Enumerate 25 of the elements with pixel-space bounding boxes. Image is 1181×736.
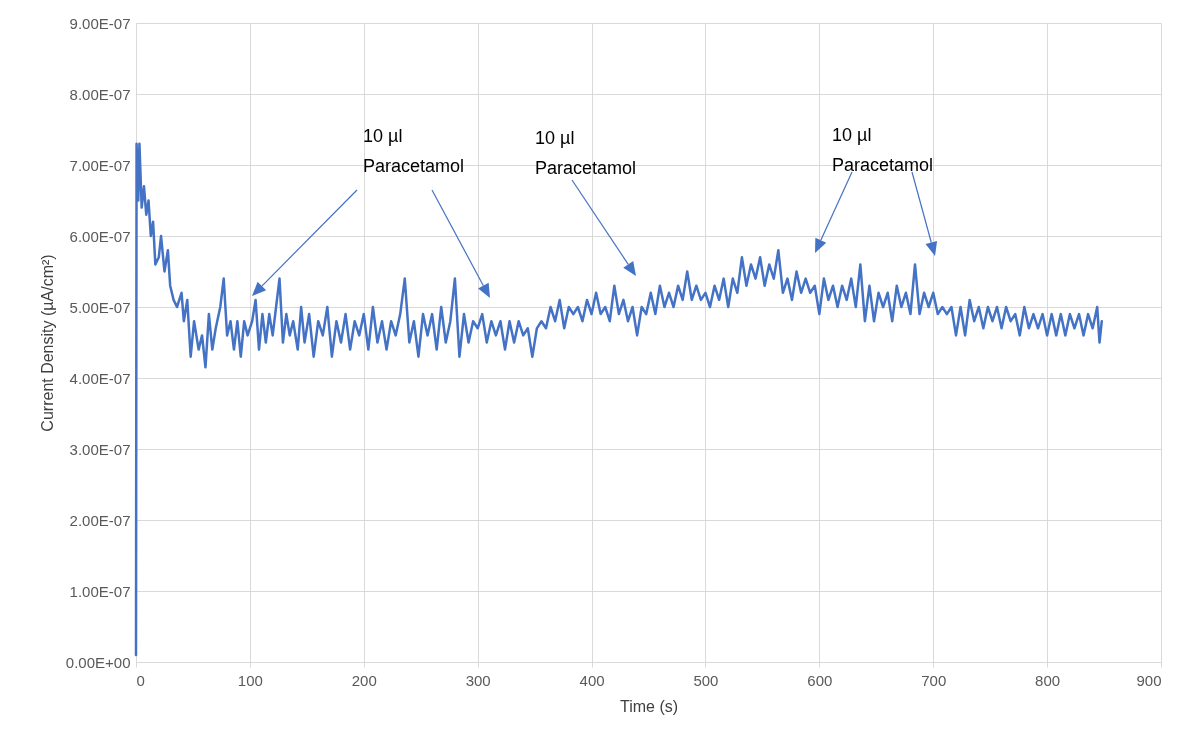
y-tick-label: 3.00E-07 [69,440,131,458]
x-tick-label: 500 [693,671,719,689]
annotation: 10 µl Paracetamol [363,126,465,176]
x-tick-label: 700 [921,671,947,689]
y-tick-label: 8.00E-07 [69,85,131,103]
annotation: 10 µl Paracetamol [832,125,934,175]
y-tick-label: 2.00E-07 [69,511,131,529]
y-tick-label: 1.00E-07 [69,582,131,600]
y-tick-label: 9.00E-07 [69,14,131,32]
x-tick-label: 900 [1136,671,1162,689]
y-axis-title: Current Density (µA/cm²) [38,254,56,432]
y-tick-label: 5.00E-07 [69,298,131,316]
x-tick-label: 0 [136,671,145,689]
annotation: 10 µl Paracetamol [535,128,637,178]
x-tick-label: 600 [807,671,833,689]
x-tick-label: 800 [1035,671,1061,689]
x-tick-label: 400 [579,671,605,689]
y-tick-label: 0.00E+00 [65,653,131,671]
y-tick-label: 7.00E-07 [69,156,131,174]
x-tick-label: 300 [465,671,491,689]
x-tick-label: 100 [237,671,263,689]
y-tick-label: 6.00E-07 [69,227,131,245]
x-tick-label: 200 [351,671,377,689]
x-axis-title: Time (s) [619,697,679,715]
y-tick-label: 4.00E-07 [69,369,131,387]
